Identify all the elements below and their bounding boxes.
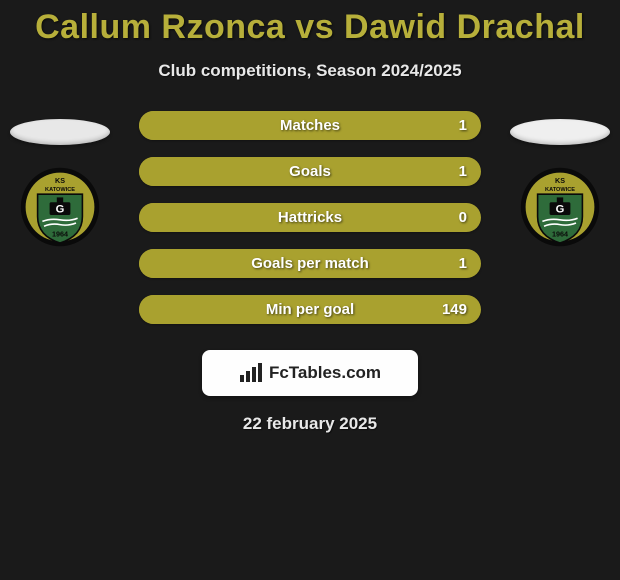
right-ellipse xyxy=(510,119,610,145)
left-ellipse xyxy=(10,119,110,145)
stat-left-cap xyxy=(139,249,157,278)
svg-text:1964: 1964 xyxy=(52,230,68,239)
svg-text:KATOWICE: KATOWICE xyxy=(545,187,575,193)
stat-value: 1 xyxy=(459,117,467,134)
stat-bar: Min per goal 149 xyxy=(139,295,481,324)
svg-text:G: G xyxy=(556,204,565,216)
stat-value: 1 xyxy=(459,255,467,272)
widget-root: Callum Rzonca vs Dawid Drachal Club comp… xyxy=(0,0,620,434)
stat-bar: Matches 1 xyxy=(139,111,481,140)
right-club-badge: KS KATOWICE G 1964 xyxy=(520,167,600,247)
left-club-badge: KS KATOWICE G 1964 xyxy=(20,167,100,247)
fctables-logo-text: FcTables.com xyxy=(269,363,381,383)
svg-text:KATOWICE: KATOWICE xyxy=(45,187,75,193)
stat-value: 0 xyxy=(459,209,467,226)
svg-text:G: G xyxy=(56,204,65,216)
stat-label: Hattricks xyxy=(278,209,342,226)
stat-bar: Goals 1 xyxy=(139,157,481,186)
stat-bar: Hattricks 0 xyxy=(139,203,481,232)
stat-label: Matches xyxy=(280,117,340,134)
stats-list: Matches 1 Goals 1 Hattricks 0 Goals per match 1… xyxy=(139,111,481,324)
stat-label: Goals xyxy=(289,163,331,180)
stat-left-cap xyxy=(139,111,157,140)
snapshot-date: 22 february 2025 xyxy=(0,414,620,434)
svg-text:1964: 1964 xyxy=(552,230,568,239)
right-player-column: KS KATOWICE G 1964 xyxy=(500,111,620,247)
svg-text:KS: KS xyxy=(555,176,565,185)
stat-left-cap xyxy=(139,203,157,232)
fctables-logo[interactable]: FcTables.com xyxy=(202,350,418,396)
bar-chart-icon xyxy=(239,363,263,383)
left-player-column: KS KATOWICE G 1964 xyxy=(0,111,120,247)
stat-label: Goals per match xyxy=(251,255,369,272)
subtitle: Club competitions, Season 2024/2025 xyxy=(0,61,620,81)
stat-left-cap xyxy=(139,295,157,324)
page-title: Callum Rzonca vs Dawid Drachal xyxy=(0,8,620,47)
stat-label: Min per goal xyxy=(266,301,354,318)
stat-bar: Goals per match 1 xyxy=(139,249,481,278)
main-area: KS KATOWICE G 1964 KS KATOWICE G 1964 Ma… xyxy=(0,111,620,434)
stat-value: 1 xyxy=(459,163,467,180)
svg-text:KS: KS xyxy=(55,176,65,185)
stat-value: 149 xyxy=(442,301,467,318)
stat-left-cap xyxy=(139,157,157,186)
